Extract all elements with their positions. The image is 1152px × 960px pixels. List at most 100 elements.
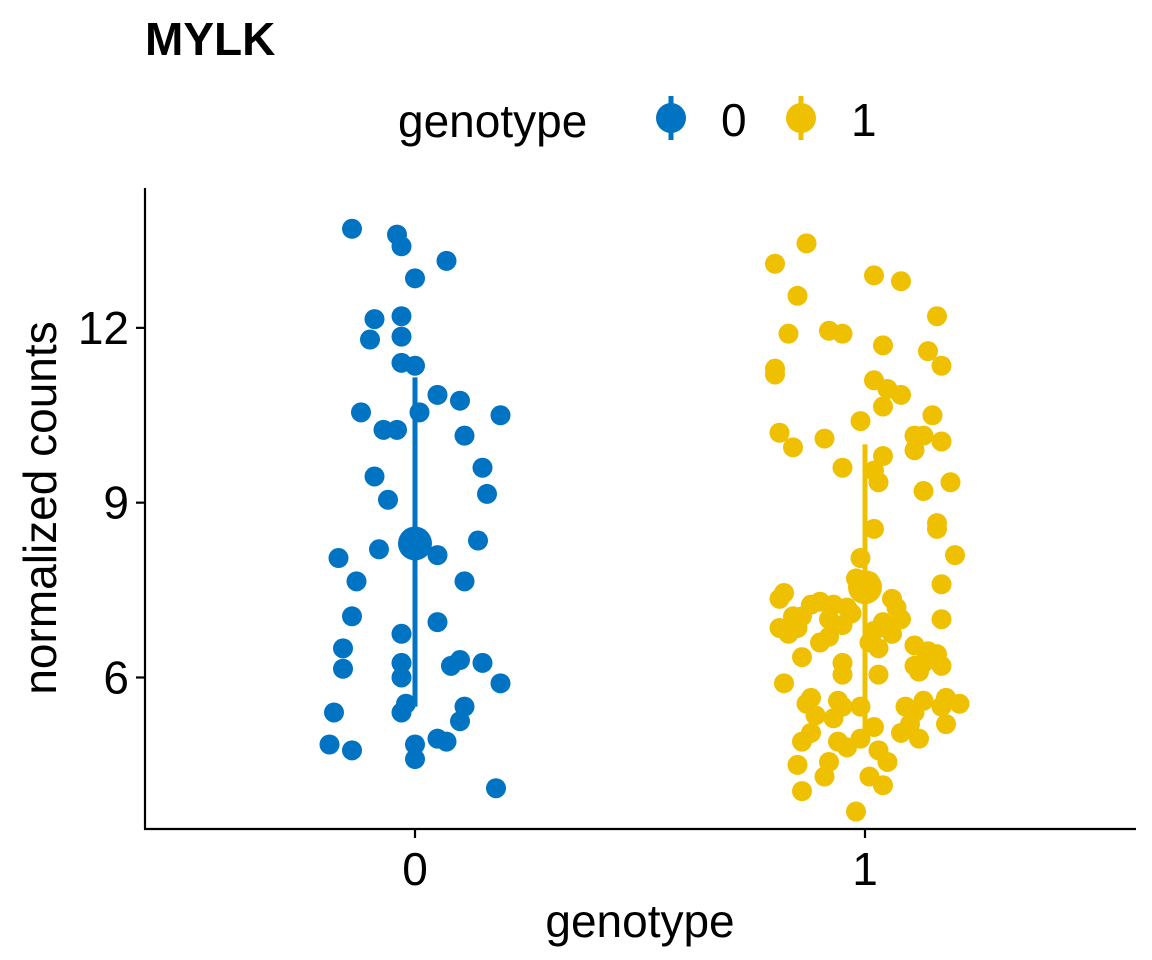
- data-point: [868, 638, 889, 659]
- data-point: [832, 457, 853, 478]
- data-point: [765, 364, 785, 385]
- data-point: [328, 548, 349, 569]
- data-point: [364, 309, 385, 330]
- legend: genotype 0 1: [398, 94, 877, 147]
- data-point: [450, 711, 470, 732]
- data-point: [378, 489, 398, 510]
- data-point: [913, 425, 934, 446]
- data-point: [405, 734, 425, 755]
- legend-label-0: 0: [721, 94, 747, 146]
- mean-point: [848, 570, 882, 605]
- data-point: [940, 472, 961, 493]
- data-point: [868, 472, 889, 493]
- data-point: [778, 323, 799, 344]
- data-point: [882, 623, 902, 644]
- data-point: [864, 717, 884, 738]
- data-point: [342, 606, 362, 627]
- data-point: [918, 341, 938, 362]
- data-point: [319, 734, 340, 755]
- data-point: [931, 355, 952, 376]
- data-point: [832, 615, 853, 636]
- data-point: [342, 218, 362, 239]
- legend-title: genotype: [398, 95, 587, 147]
- data-point: [864, 265, 884, 286]
- data-point: [427, 612, 448, 633]
- data-point: [931, 609, 952, 630]
- data-point: [891, 271, 911, 292]
- data-point: [873, 775, 893, 796]
- data-point: [405, 749, 425, 770]
- data-point: [936, 714, 956, 735]
- data-point: [472, 457, 493, 478]
- data-point: [427, 545, 448, 566]
- data-point: [468, 530, 488, 551]
- data-point: [486, 778, 506, 799]
- series-1: [765, 233, 970, 822]
- data-point: [436, 731, 457, 752]
- x-tick-label: 0: [402, 843, 428, 895]
- data-point: [490, 405, 511, 426]
- data-point: [805, 705, 826, 726]
- data-point: [832, 323, 853, 344]
- data-point: [868, 664, 889, 685]
- data-point: [450, 390, 470, 411]
- data-point: [364, 466, 385, 487]
- data-point: [787, 754, 808, 775]
- data-point: [391, 623, 412, 644]
- data-point: [891, 384, 911, 405]
- data-point: [454, 425, 475, 446]
- series-0: [319, 218, 511, 799]
- data-point: [391, 306, 412, 327]
- data-point: [873, 335, 893, 356]
- data-point: [333, 638, 353, 659]
- data-point: [324, 702, 344, 723]
- data-point: [877, 751, 898, 772]
- data-point: [796, 233, 817, 254]
- data-point: [891, 722, 911, 743]
- data-point: [391, 702, 412, 723]
- data-point: [832, 664, 853, 685]
- data-point: [769, 588, 790, 609]
- data-point: [787, 285, 808, 306]
- data-point: [427, 384, 448, 405]
- data-point: [405, 268, 425, 289]
- data-point: [454, 571, 475, 592]
- x-axis-title: genotype: [545, 895, 734, 947]
- y-axis-title: normalized counts: [14, 321, 66, 694]
- data-point: [913, 481, 934, 502]
- mean-point: [398, 526, 432, 561]
- data-point: [360, 329, 380, 350]
- data-point: [949, 693, 970, 714]
- data-point: [346, 571, 367, 592]
- y-axis-ticks: 6 9 12: [78, 302, 145, 703]
- data-point: [477, 483, 497, 504]
- data-point: [909, 728, 929, 749]
- data-point: [891, 609, 911, 630]
- data-point: [436, 250, 457, 271]
- data-point: [490, 673, 511, 694]
- data-point: [909, 661, 929, 682]
- chart-title: MYLK: [145, 13, 275, 65]
- data-point: [769, 422, 790, 443]
- data-point: [351, 402, 371, 423]
- data-point: [391, 326, 412, 347]
- data-point: [391, 652, 412, 673]
- data-point: [814, 428, 835, 449]
- data-point: [387, 419, 407, 440]
- data-point: [391, 667, 412, 688]
- data-point: [783, 437, 803, 458]
- data-point: [472, 652, 493, 673]
- data-point: [823, 708, 844, 729]
- legend-label-1: 1: [851, 94, 877, 146]
- y-tick-label: 12: [78, 302, 129, 354]
- data-point: [792, 781, 812, 802]
- data-point: [837, 737, 857, 758]
- data-point: [774, 673, 794, 694]
- data-point: [904, 440, 925, 461]
- data-point: [945, 545, 965, 566]
- x-tick-label: 1: [852, 843, 878, 895]
- data-point: [864, 518, 884, 539]
- y-tick-label: 6: [103, 651, 129, 703]
